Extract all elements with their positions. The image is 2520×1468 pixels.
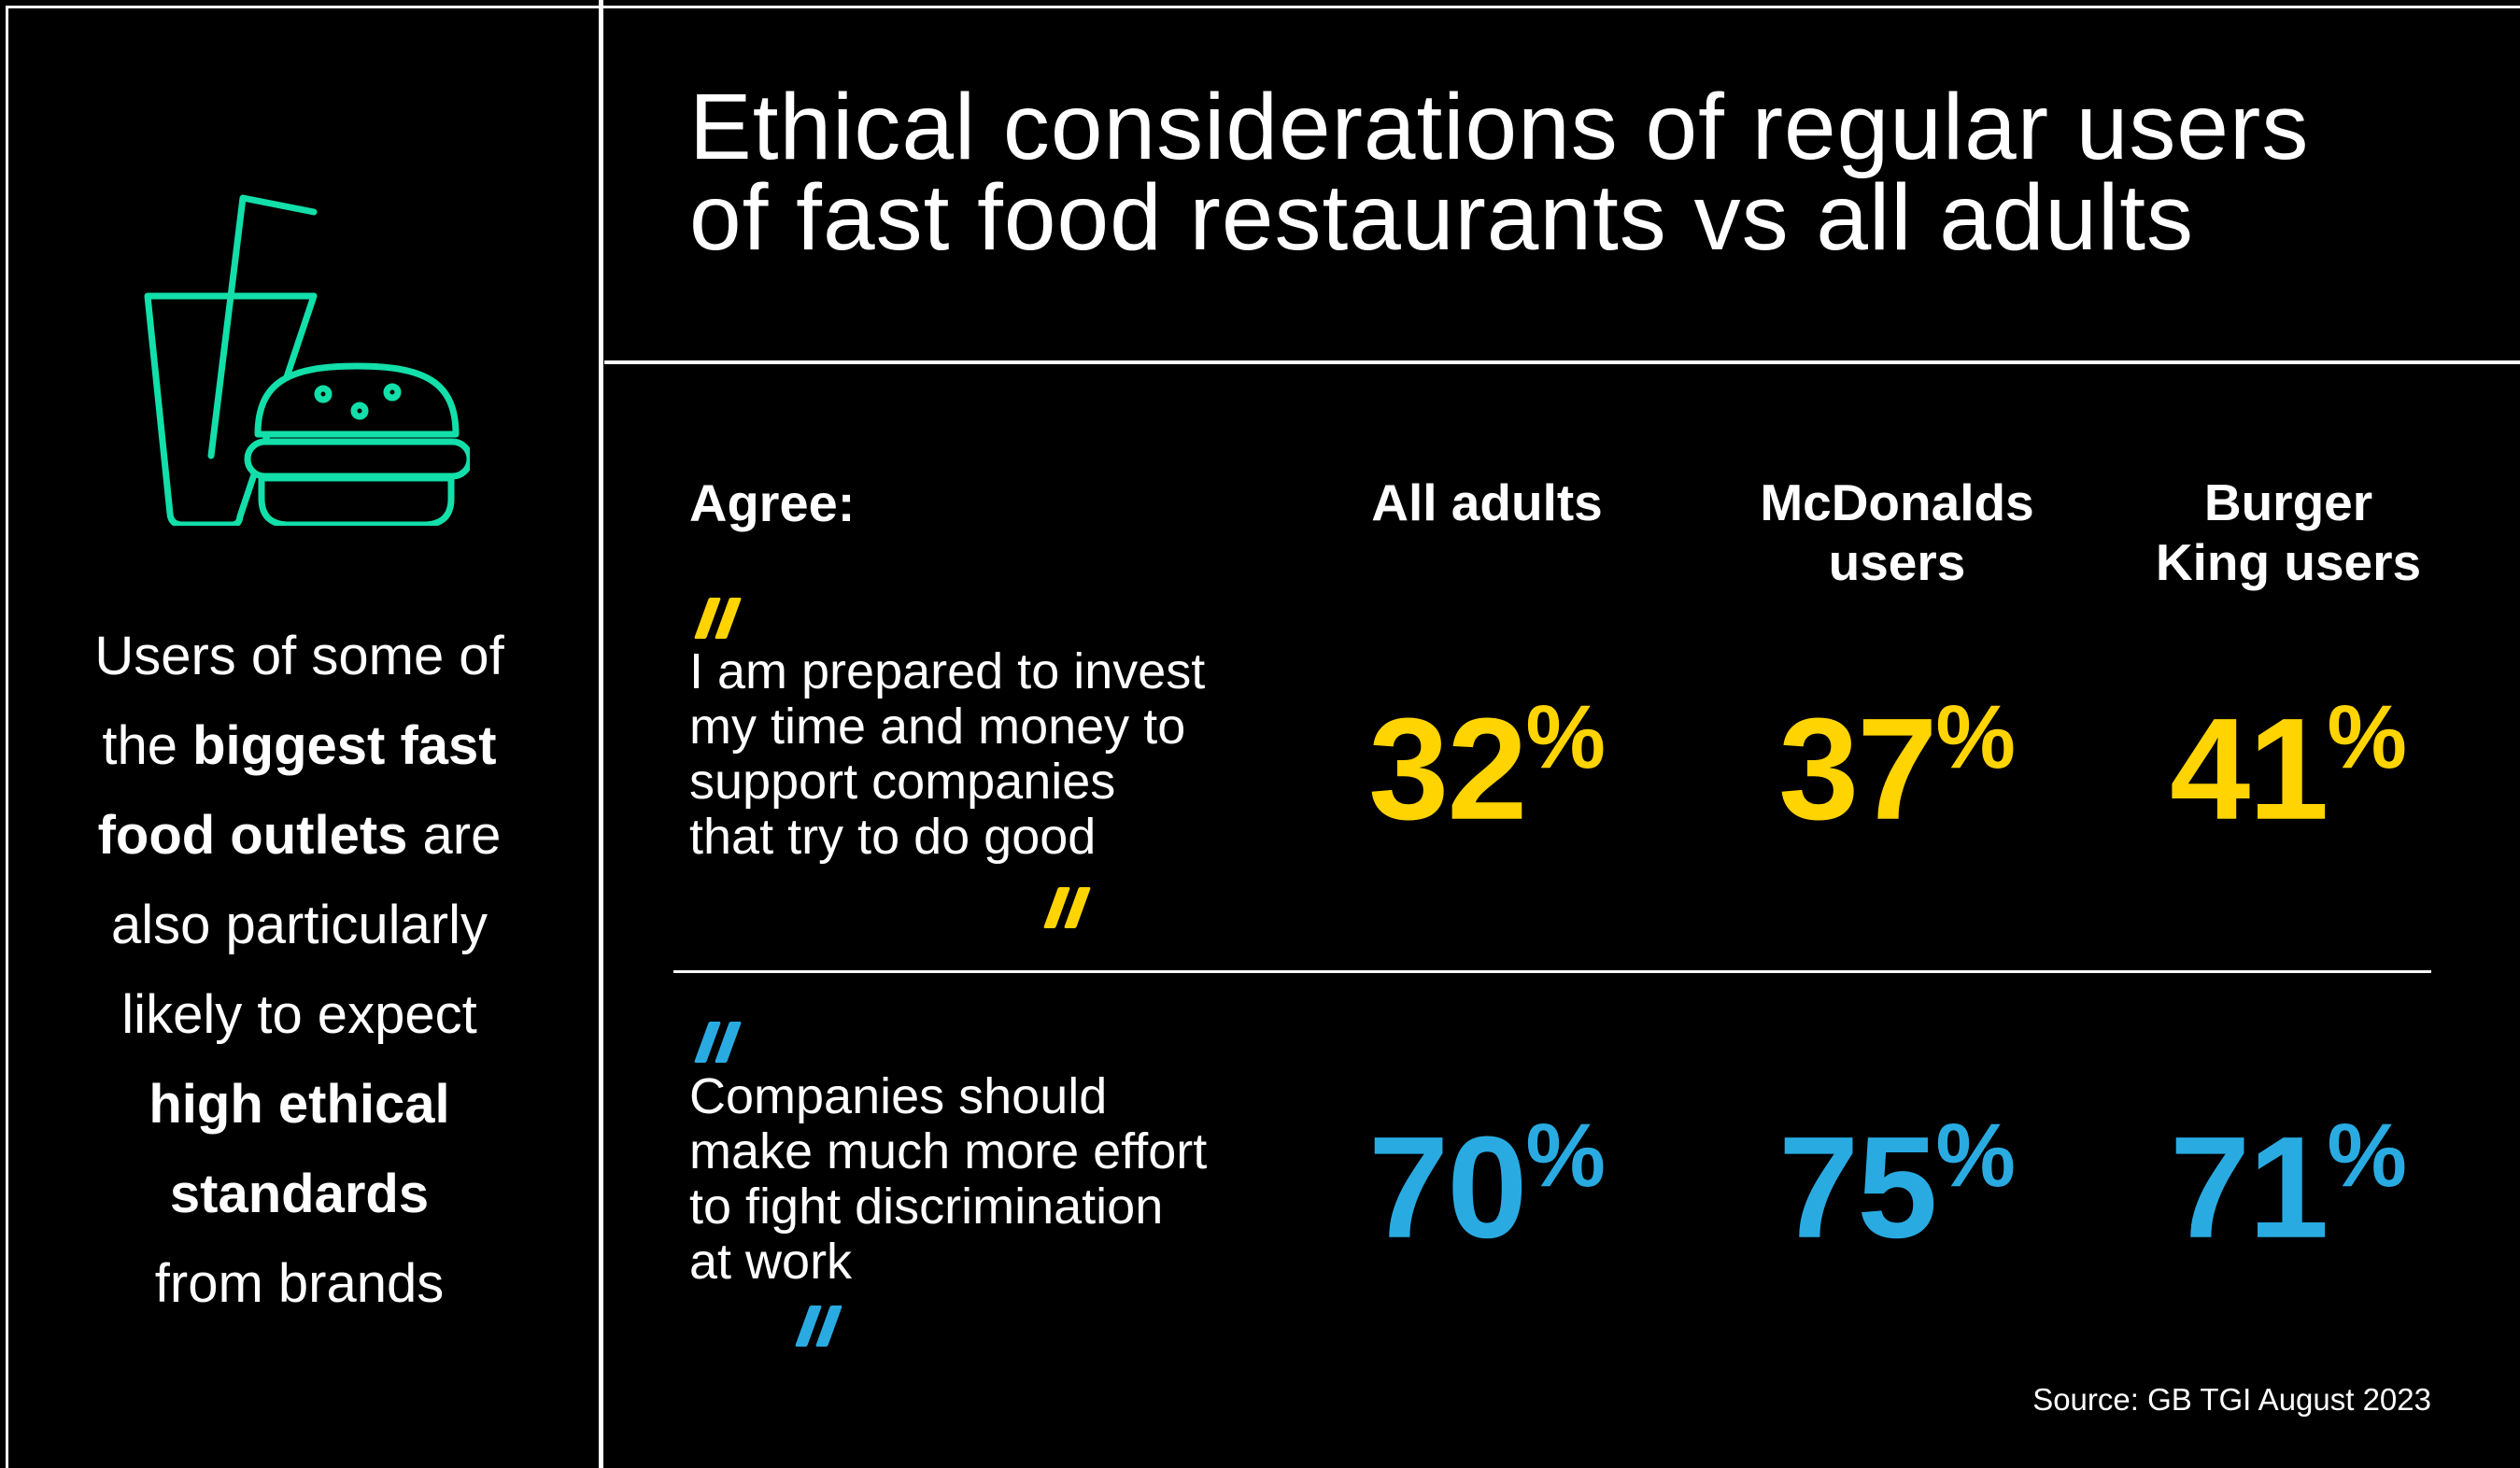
blurb-line: likely to expect: [121, 984, 477, 1045]
value-discrimination-all-adults: 70%: [1368, 1106, 1606, 1268]
column-header-mcdonalds-users: McDonalds users: [1760, 473, 2034, 591]
blurb-line: high ethical: [149, 1074, 450, 1135]
frame-left-line: [6, 6, 8, 1468]
vertical-divider: [599, 0, 603, 1468]
blurb-line: Users of some of: [94, 626, 504, 686]
value-invest-all-adults: 32%: [1368, 687, 1606, 850]
column-header-all-adults: All adults: [1371, 473, 1603, 531]
close-quote-icon: [1042, 887, 1092, 928]
percent-sign: %: [1525, 687, 1606, 787]
percent-sign: %: [2327, 687, 2407, 787]
percent-sign: %: [1935, 687, 2016, 787]
sidebar-blurb: Users of some of the biggest fast food o…: [54, 612, 545, 1329]
percent-sign: %: [2327, 1106, 2407, 1206]
page-title: Ethical considerations of regular users …: [689, 75, 2310, 270]
title-line-2: of fast food restaurants vs all adults: [689, 165, 2195, 270]
blurb-line: also particularly: [111, 895, 488, 955]
agree-label: Agree:: [689, 473, 856, 532]
blurb-line: standards: [169, 1164, 430, 1224]
column-header-burger-king-users: Burger King users: [2155, 473, 2422, 591]
fastfood-drink-burger-icon: [144, 194, 470, 526]
sidebar: Users of some of the biggest fast food o…: [0, 0, 599, 1468]
open-quote-icon: [693, 1022, 743, 1063]
percent-sign: %: [1525, 1106, 1606, 1206]
statement-discrimination: Companies should make much more effort t…: [689, 1068, 1208, 1290]
source-note: Source: GB TGI August 2023: [2032, 1382, 2431, 1417]
main-panel: Ethical considerations of regular users …: [604, 0, 2520, 1468]
close-quote-icon: [794, 1306, 843, 1347]
value-invest-burger-king: 41%: [2170, 687, 2407, 850]
row-divider-line: [673, 970, 2431, 973]
blurb-line: food outlets are: [97, 805, 502, 866]
blurb-line: the biggest fast: [102, 715, 497, 776]
value-discrimination-mcdonalds: 75%: [1778, 1106, 2016, 1268]
title-line-1: Ethical considerations of regular users: [689, 75, 2310, 179]
frame-top-line: [6, 6, 2520, 8]
percent-sign: %: [1935, 1106, 2016, 1206]
open-quote-icon: [693, 598, 743, 639]
statement-invest: I am prepared to invest my time and mone…: [689, 643, 1206, 865]
blurb-line: from brands: [154, 1253, 445, 1314]
value-invest-mcdonalds: 37%: [1778, 687, 2016, 850]
title-divider-line: [604, 360, 2520, 364]
value-discrimination-burger-king: 71%: [2170, 1106, 2407, 1268]
